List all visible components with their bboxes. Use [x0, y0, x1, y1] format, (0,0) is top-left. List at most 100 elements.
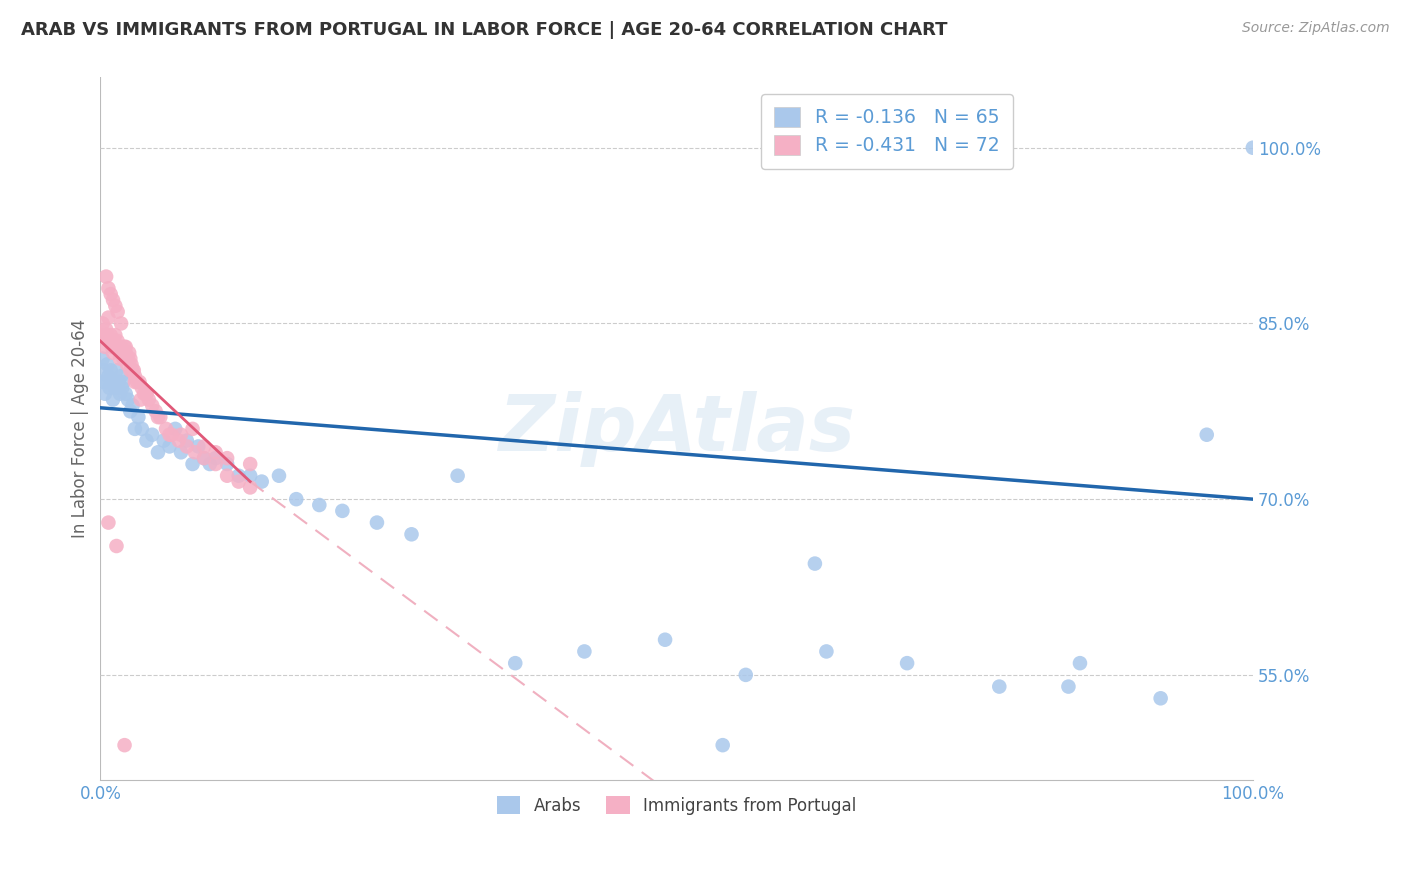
- Point: [896, 656, 918, 670]
- Point: [110, 369, 132, 384]
- Point: [1241, 141, 1264, 155]
- Point: [93, 328, 115, 343]
- Point: [146, 445, 169, 459]
- Point: [91, 317, 114, 331]
- Point: [112, 351, 135, 366]
- Point: [94, 269, 117, 284]
- Legend: Arabs, Immigrants from Portugal: Arabs, Immigrants from Portugal: [486, 786, 866, 825]
- Point: [204, 451, 226, 466]
- Point: [94, 386, 117, 401]
- Point: [152, 434, 174, 448]
- Point: [711, 738, 734, 752]
- Point: [176, 434, 198, 448]
- Point: [167, 434, 190, 448]
- Point: [121, 358, 143, 372]
- Point: [115, 358, 138, 372]
- Point: [100, 328, 122, 343]
- Point: [124, 375, 146, 389]
- Point: [285, 492, 308, 507]
- Point: [217, 457, 239, 471]
- Point: [131, 422, 153, 436]
- Point: [97, 281, 120, 295]
- Point: [96, 358, 118, 372]
- Point: [239, 457, 262, 471]
- Point: [114, 340, 136, 354]
- Point: [118, 345, 141, 359]
- Point: [94, 375, 117, 389]
- Point: [105, 539, 128, 553]
- Point: [204, 445, 226, 459]
- Point: [170, 427, 193, 442]
- Point: [107, 304, 129, 318]
- Point: [117, 392, 139, 407]
- Y-axis label: In Labor Force | Age 20-64: In Labor Force | Age 20-64: [72, 319, 89, 539]
- Point: [101, 340, 124, 354]
- Point: [124, 422, 146, 436]
- Point: [135, 434, 157, 448]
- Point: [217, 451, 239, 466]
- Point: [239, 480, 262, 494]
- Point: [101, 392, 124, 407]
- Point: [107, 340, 129, 354]
- Point: [104, 328, 127, 343]
- Point: [104, 299, 127, 313]
- Point: [114, 340, 136, 354]
- Point: [120, 363, 142, 377]
- Point: [193, 439, 215, 453]
- Point: [127, 410, 149, 425]
- Point: [96, 328, 118, 343]
- Point: [97, 516, 120, 530]
- Point: [250, 475, 273, 489]
- Point: [160, 427, 183, 442]
- Point: [135, 386, 157, 401]
- Point: [107, 381, 129, 395]
- Point: [107, 334, 129, 348]
- Point: [1069, 656, 1091, 670]
- Point: [93, 363, 115, 377]
- Point: [267, 468, 290, 483]
- Point: [228, 475, 250, 489]
- Point: [103, 334, 125, 348]
- Point: [114, 345, 136, 359]
- Point: [90, 328, 112, 343]
- Point: [108, 386, 131, 401]
- Point: [124, 369, 146, 384]
- Point: [170, 445, 193, 459]
- Point: [122, 363, 145, 377]
- Point: [308, 498, 330, 512]
- Point: [112, 375, 135, 389]
- Point: [149, 410, 172, 425]
- Point: [159, 427, 181, 442]
- Point: [574, 644, 596, 658]
- Text: ARAB VS IMMIGRANTS FROM PORTUGAL IN LABOR FORCE | AGE 20-64 CORRELATION CHART: ARAB VS IMMIGRANTS FROM PORTUGAL IN LABO…: [21, 21, 948, 38]
- Point: [120, 404, 142, 418]
- Point: [114, 738, 136, 752]
- Point: [176, 439, 198, 453]
- Point: [100, 287, 122, 301]
- Point: [366, 516, 388, 530]
- Point: [141, 399, 163, 413]
- Point: [121, 363, 143, 377]
- Point: [134, 386, 156, 401]
- Point: [401, 527, 423, 541]
- Point: [181, 422, 204, 436]
- Point: [111, 345, 134, 359]
- Point: [217, 468, 239, 483]
- Point: [204, 457, 226, 471]
- Point: [100, 363, 122, 377]
- Point: [815, 644, 838, 658]
- Point: [101, 293, 124, 307]
- Point: [654, 632, 676, 647]
- Point: [141, 427, 163, 442]
- Point: [187, 439, 209, 453]
- Point: [111, 381, 134, 395]
- Point: [503, 656, 526, 670]
- Point: [198, 457, 221, 471]
- Point: [988, 680, 1011, 694]
- Point: [734, 668, 756, 682]
- Point: [114, 386, 136, 401]
- Point: [107, 375, 129, 389]
- Point: [97, 310, 120, 325]
- Point: [239, 468, 262, 483]
- Point: [117, 351, 139, 366]
